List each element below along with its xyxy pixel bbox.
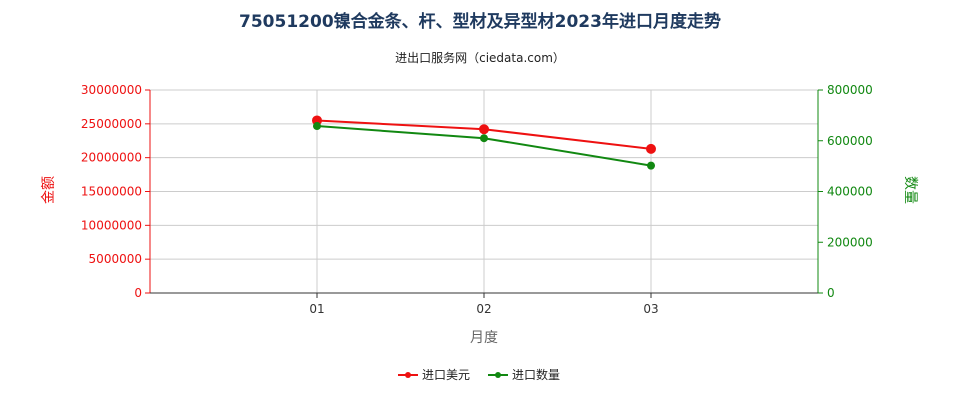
y-left-tick-label: 25000000 <box>81 117 142 131</box>
chart-subtitle: 进出口服务网（ciedata.com） <box>395 50 565 65</box>
chart-title: 75051200镍合金条、杆、型材及异型材2023年进口月度走势 <box>239 11 721 32</box>
data-point <box>647 161 655 170</box>
data-point <box>480 134 488 143</box>
y-axis-right-label: 数量 <box>902 176 918 204</box>
axes: 0 5000000 10000000 15000000 20000000 25000000… <box>81 83 873 316</box>
y-left-tick-label: 5000000 <box>89 252 142 266</box>
legend-label: 进口数量 <box>512 367 560 382</box>
data-point <box>646 143 656 154</box>
legend-marker <box>495 372 501 378</box>
legend: 进口美元 进口数量 <box>398 367 560 382</box>
x-tick-label: 03 <box>643 302 658 316</box>
y-right-tick-label: 400000 <box>827 185 873 199</box>
y-left-tick-label: 20000000 <box>81 151 142 165</box>
legend-marker <box>405 372 411 378</box>
y-right-tick-label: 600000 <box>827 134 873 148</box>
y-right-tick-label: 800000 <box>827 83 873 97</box>
y-left-tick-label: 0 <box>134 286 142 300</box>
y-left-tick-label: 30000000 <box>81 83 142 97</box>
y-right-tick-label: 0 <box>827 286 835 300</box>
y-axis-left-label: 金额 <box>41 176 57 204</box>
series <box>312 115 656 170</box>
y-left-tick-label: 15000000 <box>81 185 142 199</box>
grid <box>149 89 819 294</box>
legend-label: 进口美元 <box>422 368 470 382</box>
x-axis-label: 月度 <box>470 330 498 346</box>
x-tick-label: 02 <box>476 302 491 316</box>
data-point <box>313 122 321 131</box>
y-left-tick-label: 10000000 <box>81 218 142 232</box>
y-right-tick-label: 200000 <box>827 235 873 249</box>
data-point <box>479 124 489 135</box>
x-tick-label: 01 <box>309 302 324 316</box>
